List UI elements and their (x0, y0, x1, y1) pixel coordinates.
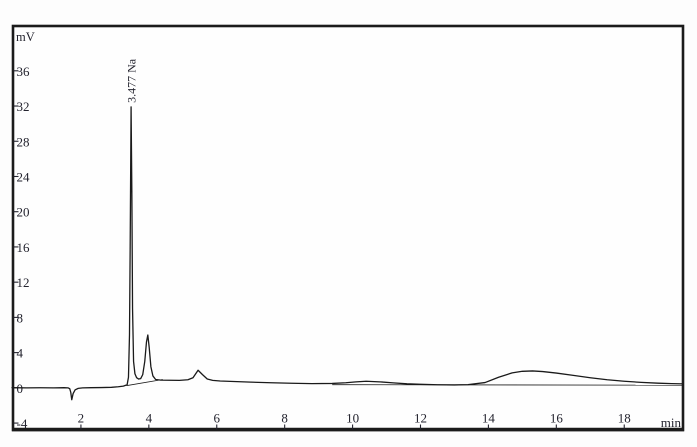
y-axis-tick-label: 36 (17, 64, 31, 79)
x-axis-tick-label: 12 (414, 411, 427, 426)
y-axis-tick-label: 12 (17, 275, 30, 290)
y-axis-tick-label: 8 (17, 310, 24, 325)
signal-trace (11, 106, 684, 401)
integration-baseline (126, 379, 163, 387)
x-axis-tick-label: 8 (281, 411, 288, 426)
y-axis-tick-label: 4 (17, 346, 24, 361)
plot-frame (11, 24, 685, 432)
peak-annotation-group: 3.477 Na (125, 58, 139, 103)
x-axis-tick-label: 16 (550, 411, 564, 426)
x-axis-tick-label: 4 (146, 411, 153, 426)
integration-baseline (332, 384, 684, 386)
y-axis-unit-label: mV (16, 30, 35, 44)
x-axis-tick-label: 2 (78, 411, 85, 426)
peak-label: 3.477 Na (125, 58, 139, 103)
y-axis-tick-label: 28 (17, 134, 30, 149)
y-axis-tick-label: 16 (17, 240, 31, 255)
y-axis-tick-label: -4 (17, 416, 28, 431)
x-axis-tick-label: 6 (214, 411, 221, 426)
y-axis-tick-label: 20 (17, 205, 30, 220)
y-axis-tick-label: 32 (17, 99, 30, 114)
x-axis-unit-label: min (661, 415, 682, 430)
x-axis-tick-label: 14 (482, 411, 496, 426)
x-axis-tick-label: 10 (346, 411, 359, 426)
x-axis-tick-label: 18 (618, 411, 631, 426)
y-axis-tick-label: 24 (17, 169, 31, 184)
